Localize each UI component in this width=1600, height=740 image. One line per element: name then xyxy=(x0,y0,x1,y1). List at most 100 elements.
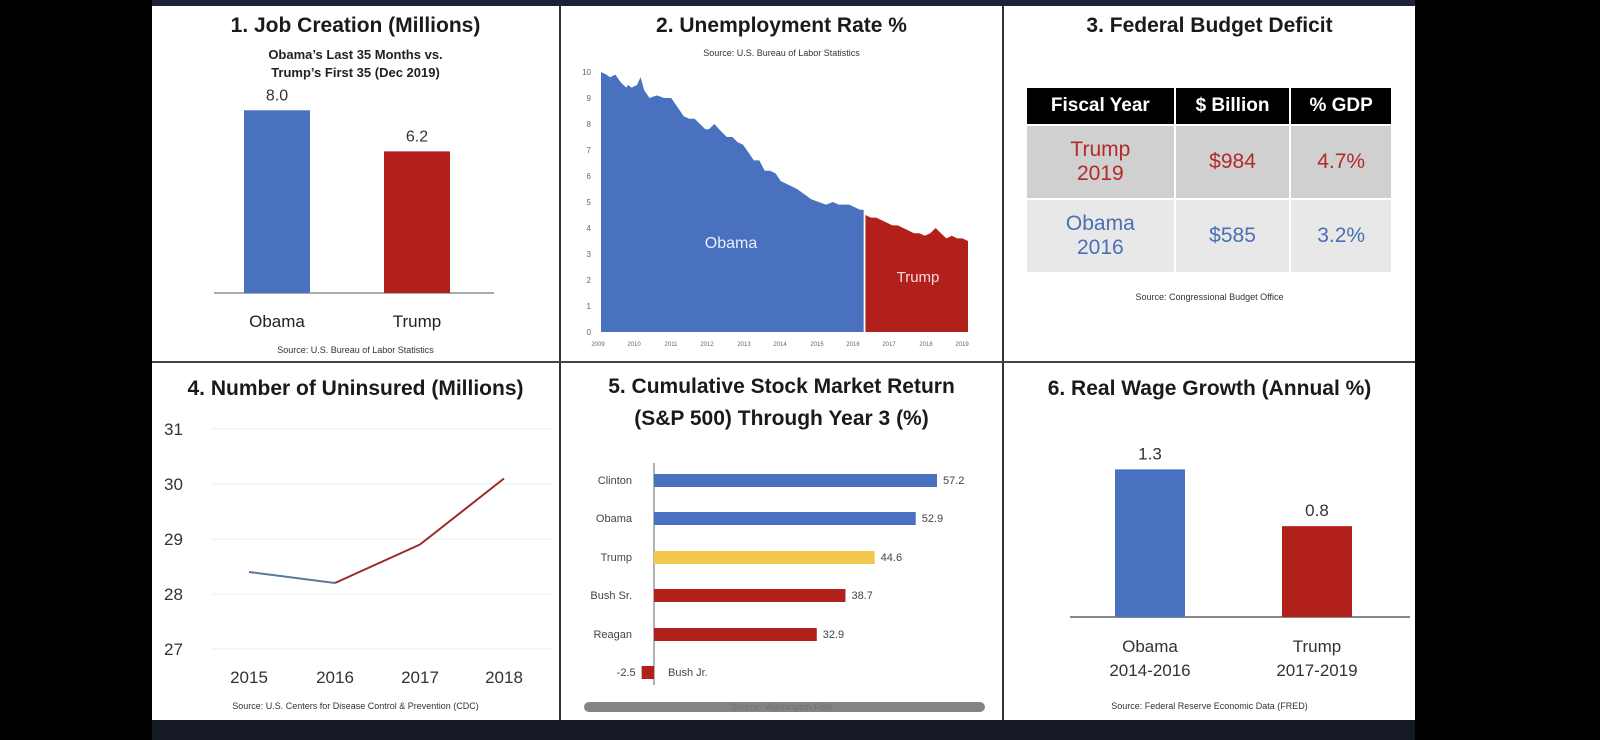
table-cell: 3.2% xyxy=(1291,200,1391,272)
divider-vertical-1 xyxy=(559,6,561,720)
panel-budget-deficit: 3. Federal Budget Deficit Fiscal Year $ … xyxy=(1004,6,1415,361)
table-row: Obama 2016 $585 3.2% xyxy=(1027,200,1391,272)
bottom-strip xyxy=(152,720,1415,740)
category-label-line1: Trump xyxy=(1293,637,1342,656)
y-tick-label: 5 xyxy=(587,198,592,207)
column-header: Fiscal Year xyxy=(1027,88,1174,124)
table-cell-year: Trump 2019 xyxy=(1027,126,1174,198)
y-tick-label: 7 xyxy=(587,146,592,155)
category-label: Trump xyxy=(393,312,442,331)
source-text: Source: U.S. Centers for Disease Control… xyxy=(232,701,479,711)
row-label-line1: Obama xyxy=(1065,212,1135,235)
y-tick-label: 3 xyxy=(587,250,592,259)
data-label: 32.9 xyxy=(823,629,844,641)
wage-growth-chart: 1.3 Obama 2014-2016 0.8 Trump 2017-2019 xyxy=(1070,444,1410,680)
unemployment-chart: 0 1 2 3 4 5 6 7 8 9 10 2009 2010 2011 2012 2013 2014 2015… xyxy=(582,68,969,348)
x-tick-label: 2017 xyxy=(882,342,896,348)
x-tick-label: 2016 xyxy=(846,342,860,348)
panel-job-creation: 1. Job Creation (Millions) Obama’s Last … xyxy=(152,6,559,361)
panel-title: 2. Unemployment Rate % xyxy=(656,14,907,37)
panel-title-line2: (S&P 500) Through Year 3 (%) xyxy=(634,407,929,430)
bar-obama xyxy=(244,110,310,294)
bar-trump xyxy=(384,151,450,293)
panel-wage-growth: 6. Real Wage Growth (Annual %) 1.3 Obama 2… xyxy=(1004,363,1415,720)
bar xyxy=(641,666,654,679)
panel-title: 6. Real Wage Growth (Annual %) xyxy=(1047,377,1372,400)
y-tick-label: 6 xyxy=(587,172,592,181)
area-trump xyxy=(865,215,968,332)
source-text: Source: Congressional Budget Office xyxy=(1135,292,1284,302)
panel-title: 1. Job Creation (Millions) xyxy=(230,14,481,37)
source-text: Source: U.S. Bureau of Labor Statistics xyxy=(703,48,860,58)
y-tick-label: 8 xyxy=(587,120,592,129)
y-tick-label: 29 xyxy=(164,530,183,549)
panel-uninsured: 4. Number of Uninsured (Millions) 27 28 29… xyxy=(152,363,559,720)
x-tick-label: 2011 xyxy=(665,342,679,348)
job-creation-chart: 8.0 Obama 6.2 Trump xyxy=(214,87,494,331)
table-header-row: Fiscal Year $ Billion % GDP xyxy=(1027,88,1391,124)
y-tick-label: 2 xyxy=(587,276,592,285)
panel-title: 3. Federal Budget Deficit xyxy=(1086,14,1333,37)
column-header: % GDP xyxy=(1291,88,1391,124)
data-label: 6.2 xyxy=(406,128,428,145)
category-label: Reagan xyxy=(593,629,632,641)
panel-subtitle-1: Obama’s Last 35 Months vs. xyxy=(268,47,443,62)
row-label-line2: 2019 xyxy=(1077,162,1124,185)
table-cell: $984 xyxy=(1175,126,1290,198)
y-tick-label: 1 xyxy=(587,302,592,311)
panel-subtitle-2: Trump’s First 35 (Dec 2019) xyxy=(271,65,440,80)
bar xyxy=(1115,469,1185,617)
bar xyxy=(654,512,916,525)
data-label: 0.8 xyxy=(1305,501,1329,520)
bar xyxy=(654,589,846,602)
y-tick-label: 0 xyxy=(587,328,592,337)
row-label-line1: Trump xyxy=(1070,138,1131,161)
data-label: 44.6 xyxy=(881,552,902,564)
category-label: Bush Sr. xyxy=(590,590,632,602)
category-label-line2: 2014-2016 xyxy=(1109,661,1190,680)
uninsured-chart: 27 28 29 30 31 2015 2016 2017 2018 xyxy=(164,420,552,687)
line-segment xyxy=(419,477,505,546)
category-label-line2: 2017-2019 xyxy=(1276,661,1357,680)
panel-unemployment: 2. Unemployment Rate % Source: U.S. Bure… xyxy=(561,6,1002,361)
table-row: Trump 2019 $984 4.7% xyxy=(1027,126,1391,198)
divider-horizontal xyxy=(152,361,1415,363)
x-tick-label: 2012 xyxy=(700,342,714,348)
category-label: Clinton xyxy=(598,475,632,487)
x-tick-label: 2018 xyxy=(919,342,933,348)
table-cell: $585 xyxy=(1175,200,1290,272)
table-cell: 4.7% xyxy=(1291,126,1391,198)
data-label: 1.3 xyxy=(1138,444,1162,463)
data-label: 38.7 xyxy=(851,590,872,602)
x-tick-label: 2018 xyxy=(485,668,523,687)
line-segment xyxy=(248,571,336,584)
x-tick-label: 2015 xyxy=(230,668,268,687)
deficit-table: Fiscal Year $ Billion % GDP Trump 2019 $9… xyxy=(1025,86,1393,274)
bar xyxy=(654,551,875,564)
y-tick-label: 9 xyxy=(587,94,592,103)
bar xyxy=(1282,526,1352,617)
data-label: 57.2 xyxy=(943,475,964,487)
area-obama xyxy=(601,72,864,332)
horizontal-scrollbar[interactable] xyxy=(584,702,985,712)
x-tick-label: 2015 xyxy=(810,342,824,348)
panel-title: 4. Number of Uninsured (Millions) xyxy=(187,377,524,400)
y-tick-label: 27 xyxy=(164,640,183,659)
source-text: Source: Federal Reserve Economic Data (F… xyxy=(1111,701,1308,711)
panel-stock-market: 5. Cumulative Stock Market Return (S&P 5… xyxy=(561,363,1002,720)
source-text: Source: U.S. Bureau of Labor Statistics xyxy=(277,345,434,355)
area-label-trump: Trump xyxy=(897,269,940,286)
y-tick-label: 30 xyxy=(164,475,183,494)
x-tick-label: 2010 xyxy=(627,342,641,348)
x-tick-label: 2013 xyxy=(737,342,751,348)
y-tick-label: 31 xyxy=(164,420,183,439)
table-cell-year: Obama 2016 xyxy=(1027,200,1174,272)
category-label-line1: Obama xyxy=(1122,637,1178,656)
data-label: 52.9 xyxy=(922,513,943,525)
category-label: Bush Jr. xyxy=(668,667,708,679)
area-label-obama: Obama xyxy=(705,235,758,252)
line-segment xyxy=(334,543,421,584)
x-tick-label: 2014 xyxy=(773,342,787,348)
y-tick-label: 28 xyxy=(164,585,183,604)
category-label: Trump xyxy=(601,552,632,564)
